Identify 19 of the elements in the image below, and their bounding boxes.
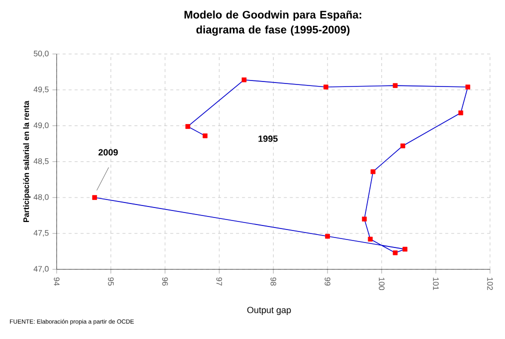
point (392, 83, 398, 88)
annotation: 2009 (98, 149, 118, 156)
point (368, 236, 373, 242)
point (325, 234, 330, 239)
annotation: 1995 (258, 136, 278, 142)
point (202, 133, 208, 138)
point (362, 216, 367, 222)
point (465, 84, 470, 90)
chart-title: Modelo de Goodwin para España: diagrama de fase (1995-2009) (184, 10, 362, 36)
point (402, 246, 408, 252)
point (392, 250, 398, 256)
point (242, 77, 246, 82)
point (185, 124, 190, 129)
point (92, 195, 98, 200)
point (400, 143, 406, 148)
x-axis-title: Output gap (247, 306, 291, 315)
point (458, 110, 464, 116)
point (370, 169, 376, 174)
point (324, 84, 328, 90)
